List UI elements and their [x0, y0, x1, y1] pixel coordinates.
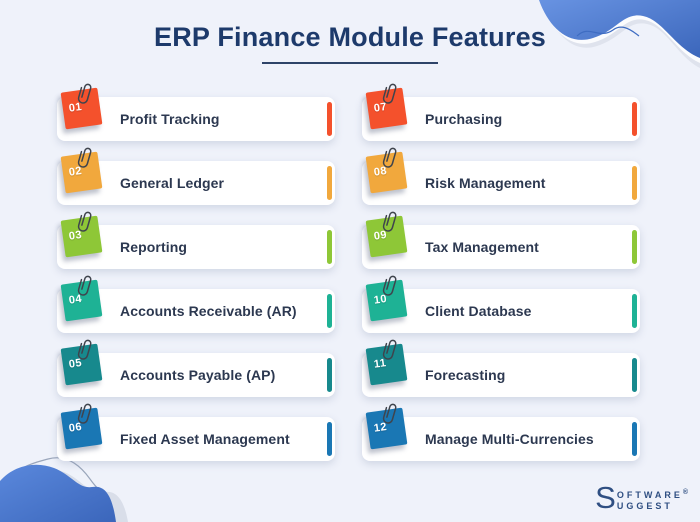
feature-card-08: 08 Risk Management: [362, 147, 640, 205]
feature-label: Forecasting: [425, 367, 506, 383]
accent-bar: [632, 294, 637, 328]
paperclip-icon: [382, 403, 397, 424]
top-right-wave-decoration: [539, 0, 700, 68]
feature-label: Accounts Payable (AP): [120, 367, 276, 383]
feature-label: Tax Management: [425, 239, 539, 255]
accent-bar: [327, 102, 332, 136]
softwaresuggest-logo: S OFTWARE® UGGEST: [595, 480, 688, 515]
accent-bar: [632, 166, 637, 200]
feature-card-07: 07 Purchasing: [362, 83, 640, 141]
paperclip-icon: [77, 339, 92, 360]
title-underline: [262, 62, 438, 64]
accent-bar: [327, 230, 332, 264]
accent-bar: [632, 358, 637, 392]
feature-label: Manage Multi-Currencies: [425, 431, 594, 447]
feature-label: Purchasing: [425, 111, 503, 127]
paperclip-icon: [382, 275, 397, 296]
page-title: ERP Finance Module Features: [154, 22, 546, 52]
feature-card-02: 02 General Ledger: [57, 147, 335, 205]
accent-bar: [632, 230, 637, 264]
feature-card-03: 03 Reporting: [57, 211, 335, 269]
paperclip-icon: [382, 339, 397, 360]
squiggle-line-decoration: [576, 26, 640, 37]
logo-big-s: S: [595, 480, 616, 515]
bottom-left-wave-decoration: [0, 457, 128, 522]
paperclip-icon: [382, 147, 397, 168]
feature-label: Client Database: [425, 303, 532, 319]
accent-bar: [327, 358, 332, 392]
feature-card-09: 09 Tax Management: [362, 211, 640, 269]
feature-card-06: 06 Fixed Asset Management: [57, 403, 335, 461]
paperclip-icon: [77, 83, 92, 104]
accent-bar: [632, 422, 637, 456]
feature-card-grid: 01 Profit Tracking 02 General Ledger 03: [57, 83, 640, 461]
paperclip-icon: [77, 275, 92, 296]
accent-bar: [632, 102, 637, 136]
paperclip-icon: [382, 83, 397, 104]
feature-card-04: 04 Accounts Receivable (AR): [57, 275, 335, 333]
feature-card-12: 12 Manage Multi-Currencies: [362, 403, 640, 461]
feature-label: Profit Tracking: [120, 111, 220, 127]
accent-bar: [327, 422, 332, 456]
feature-card-01: 01 Profit Tracking: [57, 83, 335, 141]
paperclip-icon: [77, 147, 92, 168]
accent-bar: [327, 166, 332, 200]
feature-label: Fixed Asset Management: [120, 431, 290, 447]
registered-mark: ®: [682, 489, 688, 496]
header: ERP Finance Module Features: [0, 22, 700, 64]
feature-label: Risk Management: [425, 175, 546, 191]
feature-label: Reporting: [120, 239, 188, 255]
paperclip-icon: [77, 403, 92, 424]
logo-line2: UGGEST: [616, 501, 673, 511]
logo-line1: OFTWARE®: [616, 489, 688, 500]
paperclip-icon: [77, 211, 92, 232]
accent-bar: [327, 294, 332, 328]
feature-label: General Ledger: [120, 175, 225, 191]
paperclip-icon: [382, 211, 397, 232]
feature-card-10: 10 Client Database: [362, 275, 640, 333]
feature-card-11: 11 Forecasting: [362, 339, 640, 397]
feature-label: Accounts Receivable (AR): [120, 303, 297, 319]
feature-card-05: 05 Accounts Payable (AP): [57, 339, 335, 397]
